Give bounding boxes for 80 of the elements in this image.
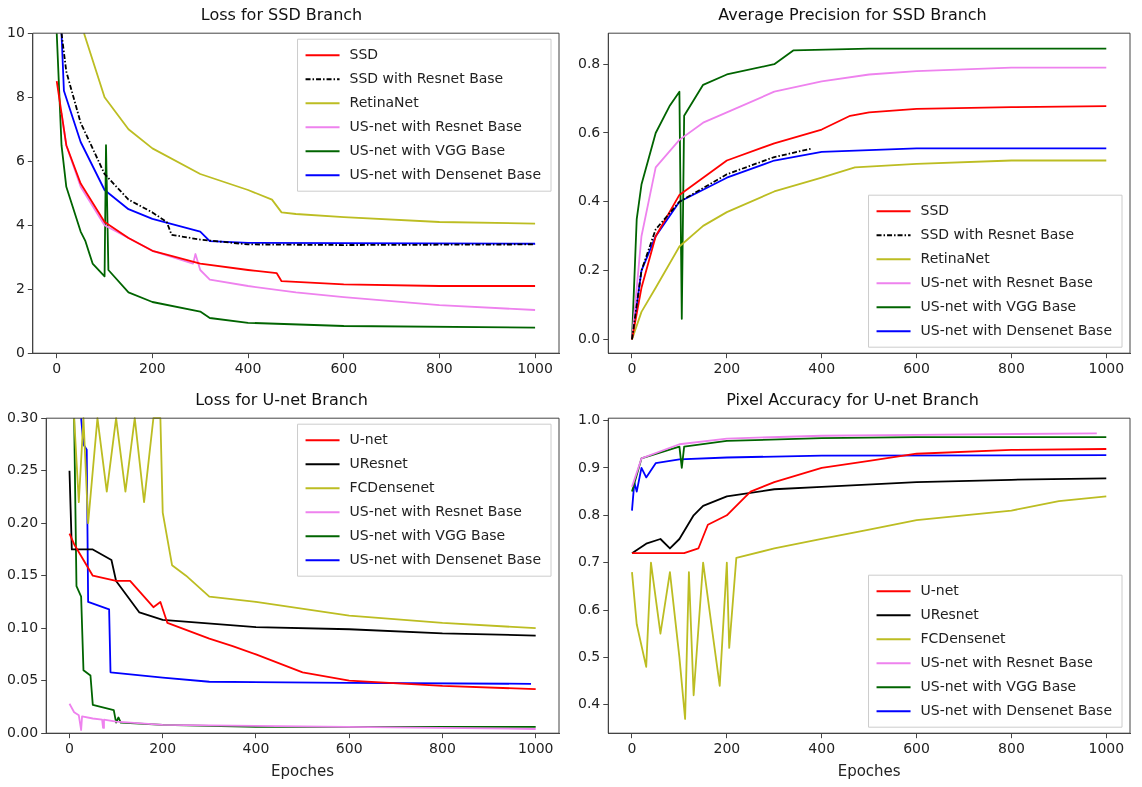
x-tick-label: 800: [429, 740, 456, 757]
legend-label: US-net with VGG Base: [349, 141, 506, 158]
legend-label: US-net with Resnet Base: [349, 502, 522, 519]
legend-label: SSD: [920, 201, 950, 218]
x-tick-label: 600: [330, 360, 358, 377]
legend-label: US-net with Densenet Base: [920, 701, 1113, 718]
legend-label: SSD with Resnet Base: [920, 225, 1075, 242]
x-tick-label: 0: [65, 740, 74, 757]
legend-label: US-net with VGG Base: [920, 297, 1077, 314]
x-tick-label: 0: [627, 740, 637, 757]
x-tick-label: 600: [335, 740, 363, 757]
x-axis-title: Epoches: [271, 761, 335, 780]
x-tick-label: 600: [903, 360, 930, 377]
y-tick-label: 0.15: [7, 566, 39, 583]
legend-label: UResnet: [349, 454, 409, 471]
y-tick-label: 0.4: [578, 192, 601, 209]
legend-label: US-net with VGG Base: [920, 677, 1077, 694]
x-tick-label: 200: [149, 740, 177, 757]
chart-title: Loss for SSD Branch: [200, 4, 363, 24]
chart-title: Loss for U-net Branch: [195, 389, 368, 409]
y-tick-label: 0.7: [578, 553, 601, 570]
y-tick-label: 0.0: [578, 330, 601, 347]
legend-label: US-net with Densenet Base: [349, 165, 542, 182]
x-tick-label: 400: [234, 360, 262, 377]
y-tick-label: 0.5: [578, 648, 601, 665]
chart-title: Average Precision for SSD Branch: [718, 4, 987, 24]
x-axis-title: Epoches: [837, 761, 901, 780]
x-tick-label: 1000: [517, 740, 554, 757]
y-tick-label: 0.4: [578, 695, 601, 712]
legend-label: US-net with Densenet Base: [920, 321, 1113, 338]
legend-label: UResnet: [920, 605, 980, 622]
legend-label: FCDensenet: [920, 629, 1007, 646]
x-tick-label: 1000: [1088, 360, 1125, 377]
legend-label: SSD: [349, 45, 379, 62]
legend-label: US-net with VGG Base: [349, 526, 506, 543]
x-tick-label: 1000: [1088, 740, 1125, 757]
x-tick-label: 1000: [517, 360, 553, 377]
x-tick-label: 400: [242, 740, 270, 757]
chart-title: Pixel Accuracy for U-net Branch: [726, 389, 979, 409]
x-tick-label: 400: [808, 740, 836, 757]
legend-label: U-net: [349, 430, 389, 447]
legend-label: US-net with Resnet Base: [920, 653, 1093, 670]
y-tick-label: 0.9: [578, 458, 601, 475]
y-tick-label: 0.25: [7, 461, 39, 478]
y-tick-label: 2: [15, 279, 25, 296]
legend-label: FCDensenet: [349, 478, 436, 495]
legend-label: U-net: [920, 581, 960, 598]
y-tick-label: 0.10: [7, 618, 39, 635]
x-tick-label: 600: [903, 740, 930, 757]
x-tick-label: 800: [998, 360, 1025, 377]
x-tick-label: 200: [713, 740, 741, 757]
legend-label: RetinaNet: [920, 249, 991, 266]
x-tick-label: 200: [713, 360, 741, 377]
legend-label: US-net with Densenet Base: [349, 550, 542, 567]
legend-label: SSD with Resnet Base: [349, 69, 504, 86]
y-tick-label: 0.20: [7, 513, 39, 530]
y-tick-label: 0: [15, 343, 25, 360]
y-tick-label: 0.6: [578, 600, 601, 617]
y-tick-label: 10: [6, 23, 25, 40]
x-tick-label: 800: [998, 740, 1025, 757]
y-tick-label: 0.30: [7, 408, 39, 425]
x-tick-label: 800: [426, 360, 453, 377]
y-tick-label: 0.05: [7, 671, 39, 688]
legend-label: US-net with Resnet Base: [349, 117, 522, 134]
x-tick-label: 200: [139, 360, 166, 377]
y-tick-label: 0.6: [578, 123, 601, 140]
y-tick-label: 0.00: [7, 723, 39, 740]
y-tick-label: 1.0: [578, 411, 601, 428]
y-tick-label: 0.2: [578, 261, 601, 278]
legend-label: US-net with Resnet Base: [920, 273, 1093, 290]
x-tick-label: 0: [52, 360, 62, 377]
x-tick-label: 0: [627, 360, 637, 377]
line-series: [631, 147, 814, 341]
legend-label: RetinaNet: [349, 93, 420, 110]
y-tick-label: 8: [15, 87, 25, 104]
x-tick-label: 400: [808, 360, 836, 377]
y-tick-label: 4: [15, 215, 25, 232]
y-tick-label: 0.8: [578, 54, 601, 71]
y-tick-label: 0.8: [578, 505, 601, 522]
y-tick-label: 6: [15, 151, 25, 168]
